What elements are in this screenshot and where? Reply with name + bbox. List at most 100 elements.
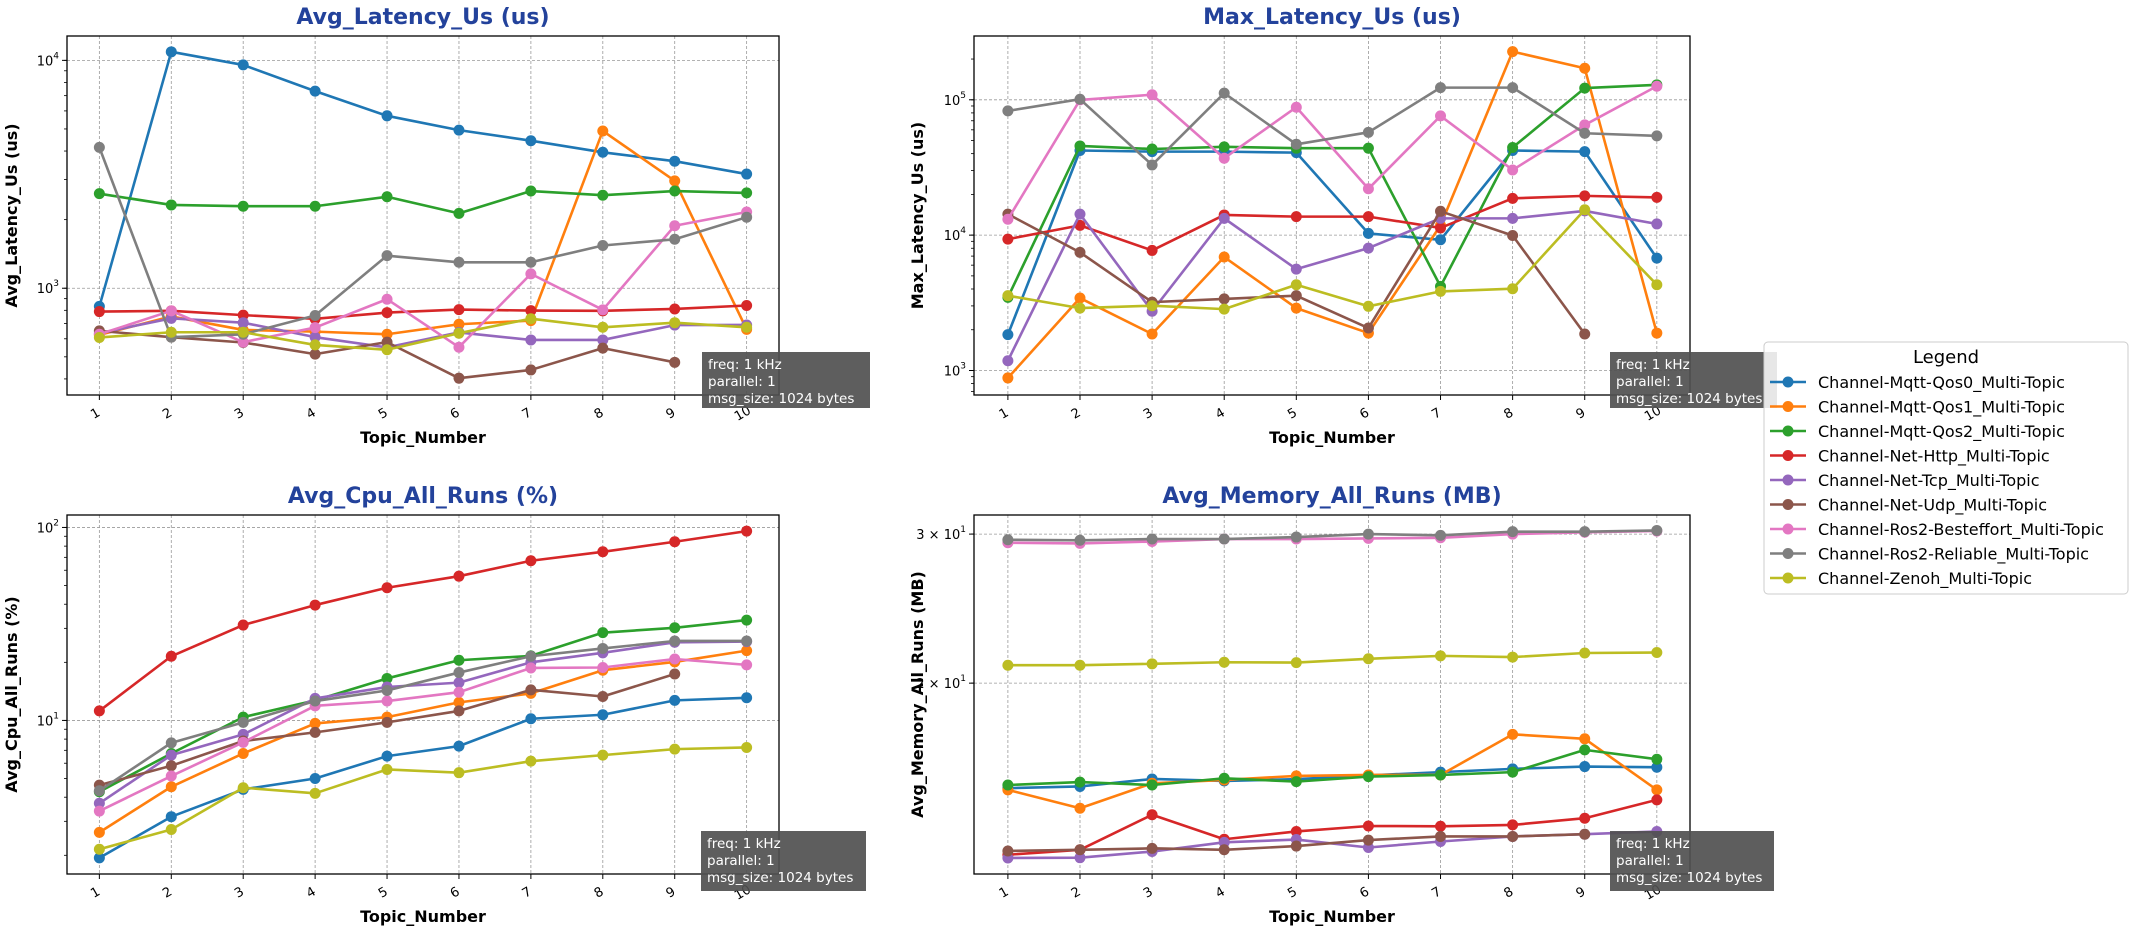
data-point-1	[309, 773, 321, 785]
x-tick-label: 2	[160, 884, 175, 901]
data-point-7	[453, 686, 465, 698]
x-tick-label: 4	[304, 405, 319, 422]
data-point-4	[453, 304, 465, 316]
data-point-6	[1290, 840, 1302, 852]
data-point-8	[669, 635, 681, 647]
y-tick-exponent: 4	[53, 51, 59, 61]
data-point-2	[381, 328, 393, 340]
data-point-8	[93, 785, 105, 797]
legend-label: Channel-Mqtt-Qos0_Multi-Topic	[1818, 373, 2065, 393]
data-point-8	[1218, 533, 1230, 545]
data-point-1	[1651, 252, 1663, 264]
y-tick-exponent: 5	[960, 91, 966, 101]
data-point-2	[309, 717, 321, 729]
data-point-1	[669, 694, 681, 706]
data-point-4	[309, 599, 321, 611]
y-tick-exponent: 1	[53, 711, 59, 721]
y-tick-mantissa: 10	[37, 54, 54, 69]
x-tick-label: 8	[1502, 405, 1517, 422]
x-tick-label: 5	[1285, 884, 1300, 901]
subplot-2: Max_Latency_Us (us)1 2 3 4 5 6 7 8 9 10103104105T…	[908, 5, 1777, 447]
data-point-6	[1507, 229, 1519, 241]
data-point-7	[165, 305, 177, 317]
data-point-3	[1146, 779, 1158, 791]
y-tick-label: 104	[37, 51, 60, 69]
data-point-1	[1579, 146, 1591, 158]
data-point-6	[1507, 830, 1519, 842]
data-point-8	[453, 256, 465, 268]
data-point-9	[1579, 204, 1591, 216]
data-point-8	[309, 310, 321, 322]
data-point-7	[1507, 164, 1519, 176]
series-line-9	[99, 746, 747, 851]
series-line-9	[99, 317, 747, 352]
data-point-8	[93, 141, 105, 153]
series-line-4	[98, 529, 747, 712]
y-tick-mantissa: 2 × 10	[916, 677, 960, 692]
data-point-7	[1002, 213, 1014, 225]
data-point-3	[1435, 769, 1447, 781]
data-point-3	[669, 622, 681, 634]
data-point-5	[1002, 355, 1014, 367]
legend-label: Channel-Ros2-Reliable_Multi-Topic	[1818, 545, 2089, 565]
x-axis-label: Topic_Number	[360, 907, 486, 926]
x-tick-label: 4	[304, 884, 319, 901]
data-point-8	[525, 256, 537, 268]
data-point-1	[1651, 761, 1663, 773]
data-point-9	[669, 317, 681, 329]
data-point-4	[525, 305, 537, 317]
y-tick-label: 102	[37, 518, 59, 536]
series-line-1	[98, 696, 747, 859]
data-point-2	[1290, 302, 1302, 314]
series-line-7	[98, 210, 747, 349]
x-tick-label: 7	[1429, 405, 1444, 422]
data-point-1	[597, 146, 609, 158]
x-tick-label: 6	[448, 405, 463, 422]
annotation-background	[1610, 831, 1774, 891]
data-point-2	[1507, 728, 1519, 740]
data-point-8	[381, 250, 393, 262]
data-point-5	[453, 677, 465, 689]
data-point-8	[1362, 126, 1374, 138]
data-point-2	[1651, 327, 1663, 339]
data-point-9	[1074, 659, 1086, 671]
data-point-7	[1290, 101, 1302, 113]
data-point-5	[1290, 263, 1302, 275]
x-tick-label: 1	[997, 884, 1012, 901]
legend-title: Legend	[1913, 347, 1979, 368]
data-point-4	[741, 299, 753, 311]
x-tick-label: 9	[664, 884, 679, 901]
data-point-9	[1002, 290, 1014, 302]
data-point-7	[381, 695, 393, 707]
data-point-9	[237, 326, 249, 338]
x-tick-label: 5	[376, 884, 391, 901]
series-line-2	[99, 129, 748, 337]
data-point-2	[1579, 62, 1591, 74]
annotation-line: parallel: 1	[707, 853, 775, 869]
annotation-line: msg_size: 1024 bytes	[1616, 870, 1762, 886]
series-group	[1002, 46, 1663, 384]
data-point-6	[381, 716, 393, 728]
data-point-9	[381, 763, 393, 775]
data-point-9	[741, 321, 753, 333]
data-point-3	[1218, 141, 1230, 153]
axes-frame	[66, 514, 780, 875]
series-group	[93, 46, 753, 384]
legend-item: Channel-Mqtt-Qos2_Multi-Topic	[1770, 422, 2065, 442]
data-point-3	[597, 189, 609, 201]
x-tick-label: 6	[1357, 884, 1372, 901]
data-point-2	[1074, 802, 1086, 814]
data-point-5	[237, 317, 249, 329]
y-tick-exponent: 1	[960, 674, 966, 684]
data-point-9	[453, 327, 465, 339]
data-point-6	[1290, 290, 1302, 302]
series-line-3	[98, 618, 747, 793]
data-point-8	[669, 233, 681, 245]
axes-frame	[66, 35, 780, 396]
data-point-9	[1651, 279, 1663, 291]
series-line-7	[1006, 85, 1658, 220]
y-axis-label: Avg_Cpu_All_Runs (%)	[2, 596, 21, 792]
x-tick-label: 9	[664, 405, 679, 422]
y-tick-exponent: 1	[960, 525, 966, 535]
data-point-9	[1002, 659, 1014, 671]
